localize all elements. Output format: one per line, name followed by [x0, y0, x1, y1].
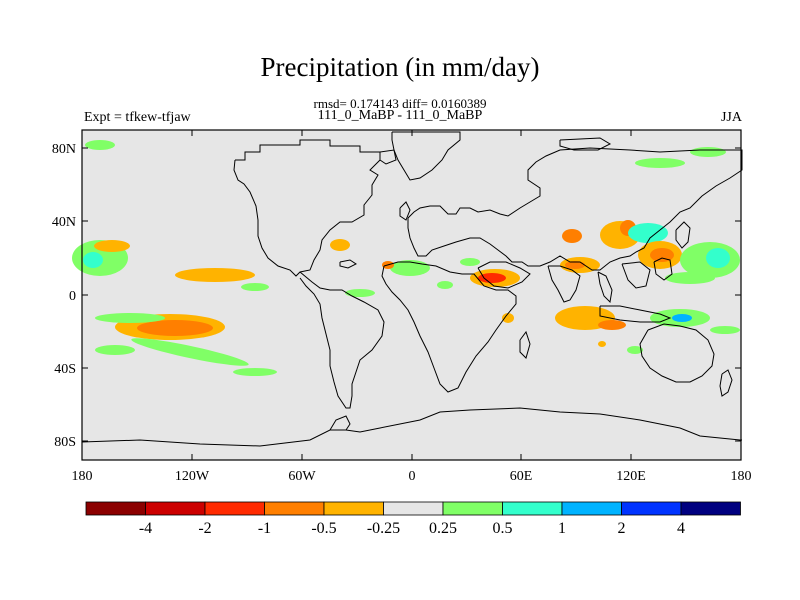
- colorbar-label: -0.5: [311, 520, 336, 537]
- y-label-40n: 40N: [52, 215, 76, 230]
- anomaly-contours: [72, 140, 740, 376]
- colorbar-label: -1: [258, 520, 271, 537]
- y-label-0: 0: [69, 289, 76, 304]
- x-label-0: 0: [409, 469, 416, 484]
- colorbar-label: -4: [139, 520, 152, 537]
- stats-line: rmsd= 0.174143 diff= 0.0160389: [313, 96, 487, 111]
- x-label-120e: 120E: [616, 469, 646, 484]
- colorbar-label: 0.5: [493, 520, 513, 537]
- season-label: JJA: [720, 110, 742, 125]
- x-label-60e: 60E: [510, 469, 533, 484]
- x-label-180e: 180: [731, 469, 752, 484]
- x-label-120w: 120W: [175, 469, 210, 484]
- x-label-60w: 60W: [288, 469, 316, 484]
- experiment-label: Expt = tfkew-tfjaw: [84, 110, 191, 125]
- colorbar-swatch: [85, 501, 146, 516]
- y-label-80n: 80N: [52, 142, 76, 157]
- colorbar: [85, 501, 741, 516]
- map-subtitle: 111_0_MaBP - 111_0_MaBP: [317, 108, 483, 123]
- colorbar-swatch: [561, 501, 622, 516]
- colorbar-label: -0.25: [367, 520, 400, 537]
- colorbar-swatch: [442, 501, 503, 516]
- colorbar-swatch: [323, 501, 384, 516]
- colorbar-swatch: [680, 501, 741, 516]
- colorbar-swatch: [204, 501, 265, 516]
- colorbar-swatch: [264, 501, 325, 516]
- x-axis-ticks: [81, 130, 632, 460]
- y-label-80s: 80S: [54, 435, 76, 450]
- y-axis-ticks: [82, 147, 741, 442]
- colorbar-label: -2: [198, 520, 211, 537]
- map-field: [82, 130, 741, 460]
- colorbar-label: 0.25: [429, 520, 457, 537]
- coastlines: [81, 131, 743, 447]
- colorbar-swatch: [502, 501, 563, 516]
- colorbar-swatch: [621, 501, 682, 516]
- colorbar-label: 2: [618, 520, 626, 537]
- map-title: Precipitation (in mm/day): [260, 52, 540, 82]
- x-label-180w: 180: [72, 469, 93, 484]
- colorbar-swatch: [145, 501, 206, 516]
- y-label-40s: 40S: [54, 362, 76, 377]
- colorbar-label: 1: [558, 520, 566, 537]
- colorbar-swatch: [383, 501, 444, 516]
- colorbar-labels: -4 -2 -1 -0.5 -0.25 0.25 0.5 1 2 4: [139, 520, 685, 537]
- colorbar-label: 4: [677, 520, 685, 537]
